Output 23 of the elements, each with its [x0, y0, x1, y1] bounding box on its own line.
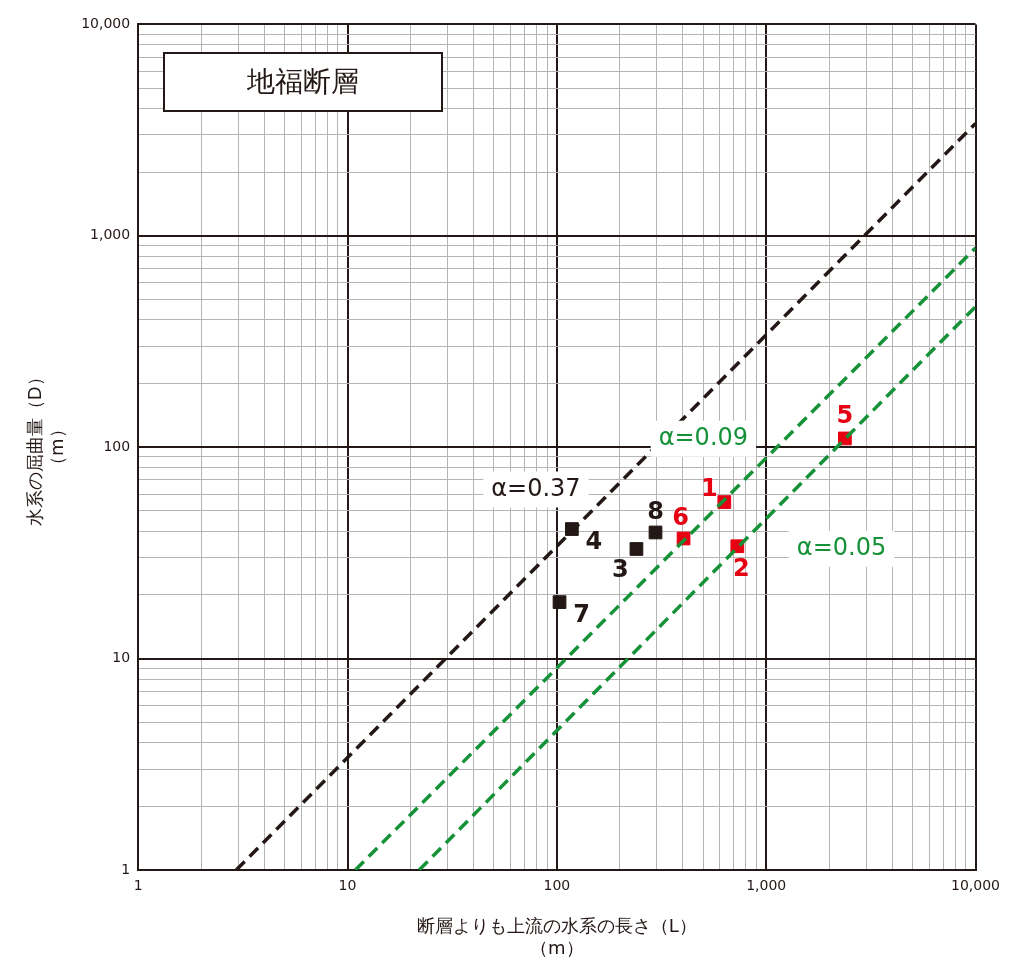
annotation: 3 [612, 555, 629, 584]
y-tick-label: 10,000 [81, 15, 131, 32]
annotation: 4 [585, 527, 603, 556]
annotation: 8 [647, 496, 664, 525]
annotation: 7 [573, 600, 590, 629]
annotation: α=0.37 [491, 473, 581, 502]
x-tick-label: 10,000 [951, 877, 1001, 894]
y-tick-label: 10 [112, 649, 131, 666]
annotation: 6 [672, 502, 689, 531]
x-tick-label: 10 [338, 877, 357, 894]
annotation: 5 [836, 400, 854, 429]
annotation: 2 [732, 554, 750, 583]
x-tick-label: 100 [543, 877, 571, 894]
x-axis-title: 断層よりも上流の水系の長さ（L）（m） [416, 915, 697, 958]
y-tick-label: 1,000 [90, 226, 131, 243]
x-tick-label: 1,000 [746, 877, 787, 894]
y-tick-label: 1 [121, 860, 131, 877]
x-tick-label: 1 [133, 877, 143, 894]
y-tick-label: 100 [103, 437, 131, 454]
annotation: α=0.05 [796, 532, 887, 561]
annotation: 1 [700, 474, 718, 503]
annotation: α=0.09 [658, 422, 749, 451]
y-axis-title: 水系の屈曲量（D）（m） [24, 368, 68, 527]
